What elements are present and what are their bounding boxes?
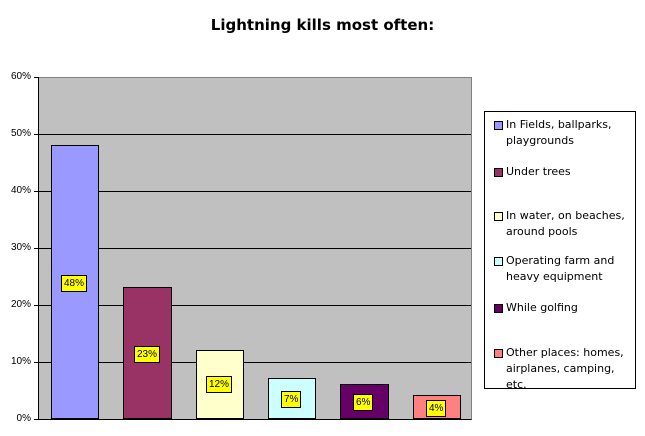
legend-item: Operating farm and heavy equipment (494, 253, 634, 285)
legend-swatch (494, 257, 503, 266)
y-tick-label: 0% (16, 413, 31, 424)
legend: In Fields, ballparks, playgrounds Under … (484, 111, 636, 391)
y-tick-label: 60% (10, 71, 31, 82)
y-tick-label: 40% (10, 185, 31, 196)
gridline (39, 305, 471, 306)
legend-swatch (494, 212, 503, 221)
y-tick-label: 20% (10, 299, 31, 310)
y-tick-label: 30% (10, 242, 31, 253)
legend-swatch (494, 168, 503, 177)
legend-item: Other places: homes, airplanes, camping,… (494, 345, 634, 393)
y-tick (34, 362, 39, 363)
data-label: 6% (353, 394, 374, 411)
y-tick (34, 305, 39, 306)
gridline (39, 191, 471, 192)
data-label: 12% (206, 376, 233, 393)
data-label: 23% (134, 346, 161, 363)
gridline (39, 134, 471, 135)
y-tick (34, 191, 39, 192)
y-tick (34, 248, 39, 249)
data-label: 48% (61, 275, 88, 292)
y-tick-label: 50% (10, 128, 31, 139)
plot-area: 48% 23% 12% 7% 6% 4% (34, 77, 472, 420)
data-label: 4% (426, 400, 447, 417)
gridline (39, 362, 471, 363)
legend-swatch (494, 304, 503, 313)
gridline (39, 248, 471, 249)
y-tick-label: 10% (10, 356, 31, 367)
y-tick (34, 77, 39, 78)
legend-swatch (494, 121, 503, 130)
y-tick (34, 419, 39, 420)
chart-title: Lightning kills most often: (210, 16, 435, 34)
legend-item: Under trees (494, 164, 634, 180)
legend-swatch (494, 349, 503, 358)
legend-item: In water, on beaches, around pools (494, 208, 634, 240)
data-label: 7% (281, 391, 302, 408)
y-tick (34, 134, 39, 135)
legend-item: While golfing (494, 300, 634, 316)
legend-item: In Fields, ballparks, playgrounds (494, 117, 634, 149)
